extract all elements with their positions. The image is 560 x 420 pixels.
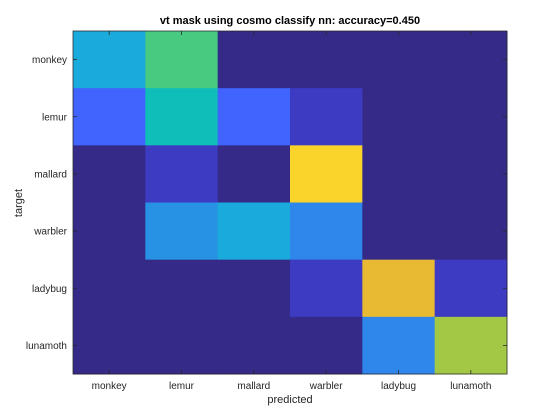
heatmap-cell (290, 31, 363, 89)
heatmap-cell (218, 88, 291, 146)
x-tick-labels: monkey lemur mallard warbler ladybug lunamoth (92, 381, 492, 392)
heatmap-cell (73, 203, 146, 261)
x-tick-label: ladybug (381, 381, 416, 392)
heatmap-cell (290, 145, 363, 203)
heatmap-cell (290, 203, 363, 261)
heatmap-cell (145, 203, 218, 261)
heatmap-cell (73, 260, 146, 318)
heatmap-cell (73, 145, 146, 203)
heatmap-cell (435, 203, 508, 261)
heatmap-cell (290, 317, 363, 375)
heatmap-cell (218, 260, 291, 318)
heatmap-cell (218, 145, 291, 203)
heatmap-cell (73, 317, 146, 375)
heatmap-cell (362, 145, 435, 203)
heatmap-cell (362, 31, 435, 89)
y-tick-label: mallard (34, 169, 67, 180)
heatmap-cell (145, 88, 218, 146)
x-tick-label: mallard (237, 381, 270, 392)
heatmap-cell (362, 203, 435, 261)
x-tick-label: lemur (169, 381, 195, 392)
heatmap-cell (362, 260, 435, 318)
heatmap-cell (145, 145, 218, 203)
heatmap-cell (218, 31, 291, 89)
x-axis-label: predicted (267, 394, 312, 406)
y-tick-label: ladybug (32, 284, 67, 295)
y-tick-label: lemur (42, 112, 68, 123)
heatmap-cell (362, 317, 435, 375)
y-tick-label: monkey (32, 55, 67, 66)
y-axis-label: target (13, 189, 25, 217)
heatmap-cells (73, 31, 508, 375)
y-tick-label: warbler (33, 227, 67, 238)
heatmap-cell (435, 317, 508, 375)
heatmap-cell (145, 260, 218, 318)
heatmap-cell (290, 260, 363, 318)
x-tick-label: warbler (309, 381, 343, 392)
x-tick-label: monkey (92, 381, 127, 392)
heatmap-cell (218, 317, 291, 375)
heatmap-cell (290, 88, 363, 146)
heatmap-cell (435, 31, 508, 89)
heatmap-cell (145, 31, 218, 89)
chart-title: vt mask using cosmo classify nn: accurac… (160, 15, 420, 27)
heatmap-cell (218, 203, 291, 261)
y-tick-label: lunamoth (26, 341, 67, 352)
heatmap-cell (435, 145, 508, 203)
heatmap-cell (73, 31, 146, 89)
heatmap-cell (435, 88, 508, 146)
x-tick-label: lunamoth (450, 381, 491, 392)
y-tick-labels: monkey lemur mallard warbler ladybug lunamoth (26, 55, 68, 352)
heatmap-cell (362, 88, 435, 146)
heatmap-cell (145, 317, 218, 375)
heatmap-cell (73, 88, 146, 146)
heatmap-cell (435, 260, 508, 318)
